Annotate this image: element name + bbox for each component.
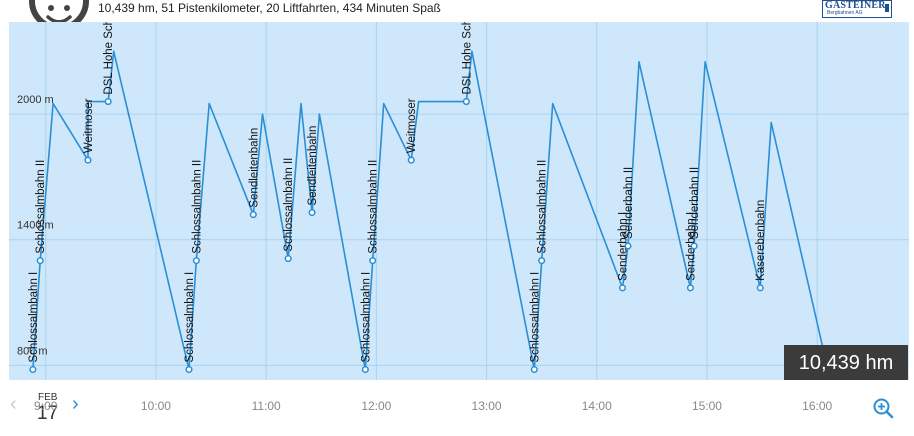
lift-label: Kaserebenbahn xyxy=(755,200,767,281)
lift-marker xyxy=(249,211,257,219)
altitude-chart: 800 m 1400 m 2000 m Schlossalmbahn I Schloss… xyxy=(9,22,909,380)
lift-marker xyxy=(29,365,37,374)
lift-label: Senderbahn I xyxy=(617,212,629,281)
lift-label: Schlossalmbahn I xyxy=(28,272,40,363)
lift-marker xyxy=(407,156,415,164)
lift-label: Schlossalmbahn II xyxy=(283,158,295,252)
lift-label: Sendleitenbahn xyxy=(248,128,260,208)
plot-background xyxy=(9,22,909,380)
lift-label: Sendleitenbahn xyxy=(307,126,319,206)
lift-marker xyxy=(686,284,694,292)
lift-marker xyxy=(308,208,316,217)
x-tick-label: 10:00 xyxy=(140,399,171,413)
lift-marker xyxy=(624,242,632,250)
lift-label: Schlossalmbahn I xyxy=(360,272,372,363)
lift-marker xyxy=(756,284,764,292)
lift-marker xyxy=(618,284,627,292)
lift-marker xyxy=(369,257,377,265)
x-tick-label: 9:00 xyxy=(34,399,58,413)
lift-label: Senderbahn II xyxy=(689,167,701,239)
lift-marker xyxy=(84,156,92,164)
lift-label: Schlossalmbahn I xyxy=(184,272,196,363)
lift-marker xyxy=(192,257,200,265)
lift-marker xyxy=(538,257,546,265)
lift-marker xyxy=(690,242,698,250)
lift-label: Schlossalmbahn II xyxy=(191,160,203,254)
zoom-in-icon[interactable] xyxy=(872,397,894,419)
lift-label: DSL Hohe Scharte xyxy=(461,22,473,95)
lift-marker xyxy=(104,98,112,106)
total-altitude-badge: 10,439 hm xyxy=(784,345,908,381)
lift-marker xyxy=(284,255,292,263)
date-month: FEB xyxy=(38,392,58,403)
lift-marker xyxy=(462,98,470,106)
y-tick-label: 800 m xyxy=(17,345,48,357)
x-tick-label: 16:00 xyxy=(802,399,833,413)
lift-marker xyxy=(36,257,44,265)
lift-label: DSL Hohe Scharte xyxy=(103,22,115,95)
lift-label: Senderbahn II xyxy=(623,167,635,239)
lift-marker xyxy=(185,365,193,374)
lift-label: Weitmoser xyxy=(83,98,95,153)
x-tick-label: 11:00 xyxy=(251,399,281,413)
lift-marker xyxy=(361,365,369,374)
x-tick-label: 15:00 xyxy=(691,399,722,413)
gasteiner-logo: GASTEINER Bergbahnen AG xyxy=(822,0,892,18)
lift-label: Schlossalmbahn II xyxy=(368,160,380,254)
lift-marker xyxy=(530,365,538,374)
lift-label: Weitmoser xyxy=(406,98,418,153)
header: 10,439 hm, 51 Pistenkilometer, 20 Liftfa… xyxy=(0,0,914,31)
activity-summary: 10,439 hm, 51 Pistenkilometer, 20 Liftfa… xyxy=(98,1,441,15)
y-tick-label: 2000 m xyxy=(17,94,54,106)
chevron-right-icon[interactable]: › xyxy=(72,393,79,415)
lift-label: Schlossalmbahn I xyxy=(529,272,541,363)
lift-label: Schlossalmbahn II xyxy=(35,160,47,254)
x-tick-label: 12:00 xyxy=(361,399,392,413)
timeline-footer: ‹ FEB 17 › 9:00 10:00 11:00 12:00 13:00 14:00… xyxy=(0,380,914,436)
lift-label: Schlossalmbahn II xyxy=(537,160,549,254)
chevron-left-icon[interactable]: ‹ xyxy=(10,393,17,415)
date-day: 17 xyxy=(37,403,59,424)
x-tick-label: 13:00 xyxy=(471,399,502,413)
y-tick-label: 1400 m xyxy=(17,220,54,232)
x-tick-label: 14:00 xyxy=(581,399,612,413)
